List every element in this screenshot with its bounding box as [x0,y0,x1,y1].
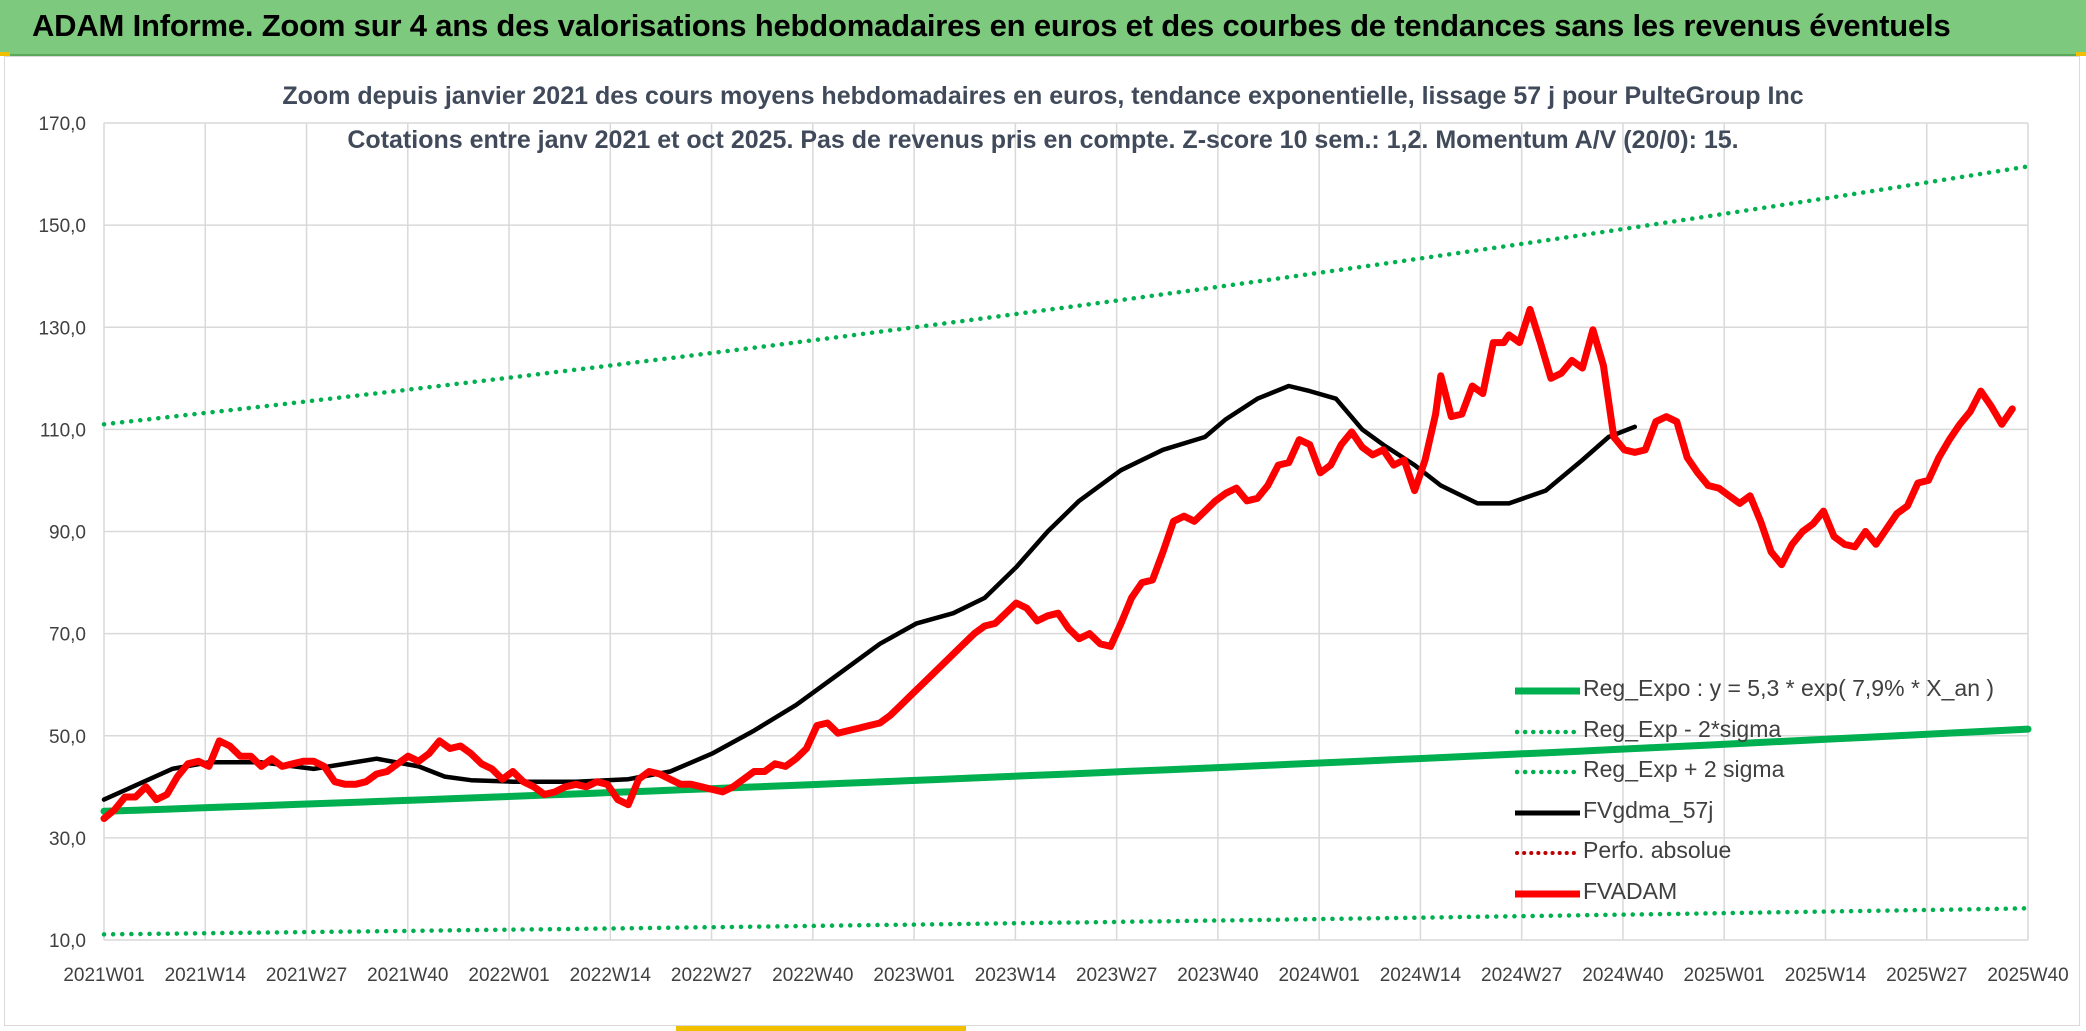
series-line [100,725,2032,815]
chart-frame [4,56,2080,1026]
corner-accent-left [0,52,10,56]
x-tick-label: 2021W14 [165,965,247,986]
x-tick-label: 2025W40 [1987,965,2068,986]
x-tick-label: 2022W01 [468,965,549,986]
legend-label-reg-expo: Reg_Expo : y = 5,3 * exp( 7,9% * X_an ) [1583,675,1995,701]
legend-swatch-fvadam [1515,890,1580,897]
legend-swatch-reg-exp-minus [1515,729,1580,734]
bottom-accent [676,1026,966,1031]
legend-label-perfo: Perfo. absolue [1583,837,1732,863]
x-tick-label: 2023W01 [873,965,954,986]
grid-layer [103,122,2029,941]
x-tick-label: 2021W01 [63,965,144,986]
y-tick-label: 70,0 [49,625,86,646]
legend-swatch-perfo [1515,851,1580,855]
series-layer [100,164,2032,937]
series-line [101,906,2031,937]
x-tick-label: 2022W14 [570,965,652,986]
series-line [101,164,2031,427]
title-banner: ADAM Informe. Zoom sur 4 ans des valoris… [0,0,2086,56]
y-tick-label: 170,0 [38,114,86,135]
y-tick-label: 90,0 [49,523,86,544]
chart-title: Zoom depuis janvier 2021 des cours moyen… [282,82,1804,110]
x-tick-label: 2021W27 [266,965,347,986]
x-tick-label: 2024W40 [1582,965,1663,986]
x-tick-label: 2024W27 [1481,965,1562,986]
x-tick-label: 2022W27 [671,965,752,986]
x-tick-label: 2021W40 [367,965,448,986]
x-tick-label: 2024W01 [1278,965,1359,986]
x-tick-label: 2025W27 [1886,965,1967,986]
x-tick-label: 2025W01 [1684,965,1765,986]
series-line [100,305,2016,822]
series-line [101,383,1638,802]
y-tick-label: 130,0 [38,318,86,339]
legend-label-fvgdma: FVgdma_57j [1583,796,1714,823]
report-title: ADAM Informe. Zoom sur 4 ans des valoris… [32,8,1951,43]
corner-accent-right [2076,52,2086,56]
y-tick-label: 30,0 [49,829,86,850]
chart-subtitle: Cotations entre janv 2021 et oct 2025. P… [347,126,1739,154]
legend-label-reg-exp-plus: Reg_Exp + 2 sigma [1583,756,1785,782]
x-tick-label: 2024W14 [1380,965,1462,986]
legend-label-reg-exp-minus: Reg_Exp - 2*sigma [1583,715,1782,742]
axis-tick-labels: 10,0 30,0 50,0 70,0 90,0 110,0 130,0 150,0 170,0… [38,114,2068,986]
legend-swatch-reg-expo [1515,687,1580,695]
legend-swatch-fvgdma [1515,810,1580,815]
x-tick-label: 2023W27 [1076,965,1157,986]
legend-swatch-reg-exp-plus [1515,769,1580,775]
y-tick-label: 50,0 [49,727,86,748]
legend-label-fvadam: FVADAM [1583,877,1678,904]
y-tick-label: 150,0 [38,216,86,237]
y-tick-label: 110,0 [40,420,86,441]
x-tick-label: 2023W40 [1177,965,1258,986]
y-tick-label: 10,0 [49,931,86,952]
x-tick-label: 2025W14 [1785,965,1867,986]
x-tick-label: 2022W40 [772,965,853,986]
x-tick-label: 2023W14 [975,965,1057,986]
